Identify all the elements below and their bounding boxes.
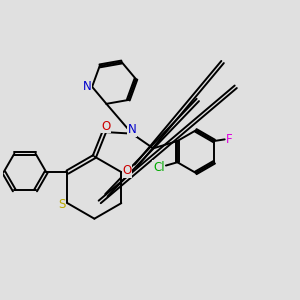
Text: Cl: Cl bbox=[153, 161, 165, 174]
Text: S: S bbox=[58, 198, 65, 211]
Text: F: F bbox=[226, 133, 233, 146]
Text: O: O bbox=[123, 164, 132, 177]
Text: N: N bbox=[128, 123, 136, 136]
Text: O: O bbox=[101, 120, 110, 133]
Text: N: N bbox=[83, 80, 92, 93]
